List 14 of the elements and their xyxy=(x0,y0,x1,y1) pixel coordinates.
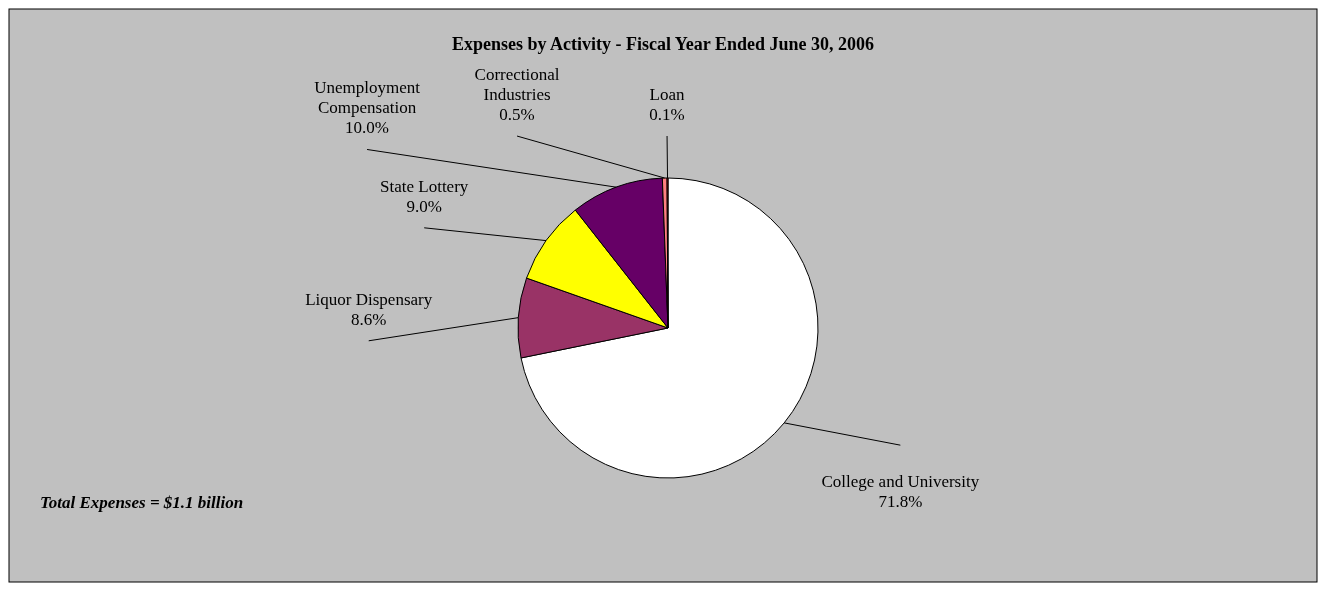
slice-label: College and University xyxy=(821,472,980,492)
chart-title: Expenses by Activity - Fiscal Year Ended June 30, 2006 xyxy=(451,34,875,54)
data-label: 10.0% xyxy=(345,118,390,138)
slice-label: State Lottery xyxy=(380,176,469,196)
text: Total Expenses = $1.1 billion xyxy=(40,493,244,512)
slice-label: Loan xyxy=(649,85,686,104)
slice-label: Unemployment Compensation xyxy=(314,78,421,118)
data-label: 0.5% xyxy=(499,105,535,125)
data-label: 8.6% xyxy=(351,309,387,329)
slice-label: Correctional Industries xyxy=(474,65,560,105)
data-label: 71.8% xyxy=(878,492,923,512)
data-label: 9.0% xyxy=(406,196,442,216)
data-label: 0.1% xyxy=(649,105,685,124)
slice-label: Liquor Dispensary xyxy=(305,289,433,309)
